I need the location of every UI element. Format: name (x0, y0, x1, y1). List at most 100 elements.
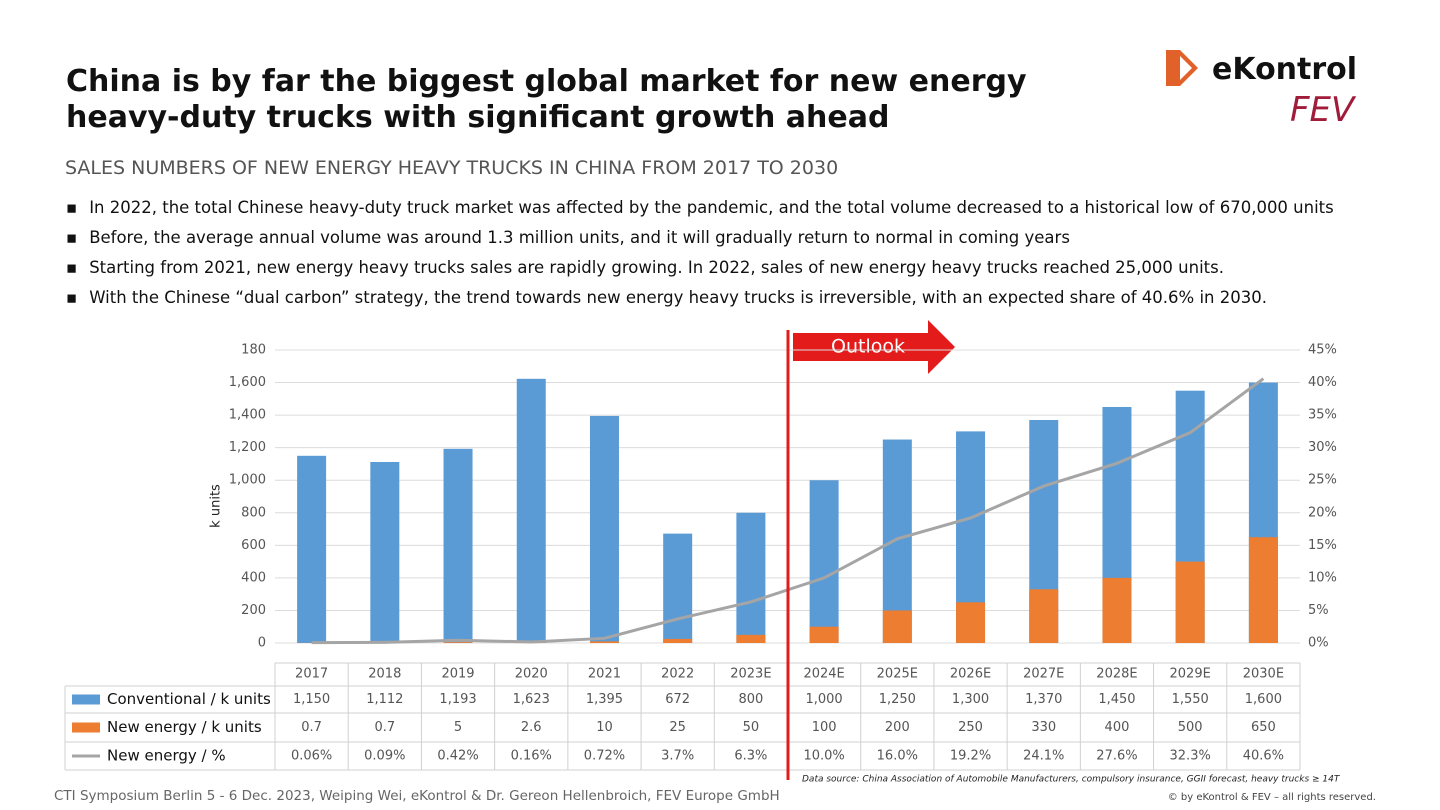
bar (956, 602, 986, 643)
table-value: 10 (596, 720, 613, 735)
table-value: 19.2% (950, 749, 991, 764)
x-tick-label: 2019 (441, 667, 474, 682)
table-value: 3.7% (661, 749, 694, 764)
bar (443, 448, 473, 643)
bullet-list: In 2022, the total Chinese heavy-duty tr… (66, 195, 1334, 315)
table-value: 200 (885, 720, 910, 735)
logo-text: eKontrol (1212, 52, 1358, 87)
y-tick-label: 1,000 (229, 473, 266, 488)
annotation: Outlook (831, 336, 905, 358)
y2-tick-label: 20% (1308, 505, 1337, 520)
table-value: 1,623 (513, 692, 550, 707)
bar (1102, 577, 1132, 643)
legend-label: Conventional / k units (107, 690, 271, 708)
bar (663, 533, 693, 643)
bar (882, 610, 912, 643)
y2-tick-label: 40% (1308, 375, 1337, 390)
legend-swatch (72, 722, 100, 733)
table-value: 250 (958, 720, 983, 735)
table-value: 40.6% (1243, 749, 1284, 764)
x-tick-label: 2021 (588, 667, 621, 682)
table-value: 6.3% (734, 749, 767, 764)
bullet: Before, the average annual volume was ar… (66, 225, 1334, 255)
outlook-arrow (793, 320, 955, 374)
table-value: 50 (743, 720, 760, 735)
bar (736, 634, 766, 643)
y2-tick-label: 30% (1308, 440, 1337, 455)
y-tick-label: 200 (241, 603, 266, 618)
table-value: 1,600 (1245, 692, 1282, 707)
title: China is by far the biggest global marke… (66, 64, 1027, 135)
bullet: Starting from 2021, new energy heavy tru… (66, 255, 1334, 285)
table-value: 32.3% (1170, 749, 1211, 764)
y-axis-label: k units (209, 484, 224, 528)
bar (297, 455, 327, 643)
logo-icon (1166, 50, 1198, 86)
bar (370, 461, 400, 643)
table-value: 0.06% (291, 749, 332, 764)
legend-label: New energy / % (107, 747, 226, 765)
x-tick-label: 2028E (1096, 667, 1137, 682)
y-tick-label: 400 (241, 570, 266, 585)
x-tick-label: 2024E (803, 667, 844, 682)
table-value: 400 (1105, 720, 1130, 735)
table-value: 330 (1031, 720, 1056, 735)
y2-tick-label: 0% (1308, 636, 1329, 651)
legend-label: New energy / k units (107, 718, 262, 736)
table-value: 500 (1178, 720, 1203, 735)
bar (809, 480, 839, 643)
table-value: 0.7 (301, 720, 322, 735)
bar (589, 641, 619, 643)
x-tick-label: 2030E (1243, 667, 1284, 682)
bar (516, 378, 546, 643)
y-tick-label: 0 (258, 636, 266, 651)
bar (589, 415, 619, 643)
legend-swatch (72, 694, 100, 705)
bar (1175, 561, 1205, 643)
y-tick-label: 1,400 (229, 408, 266, 423)
table-value: 800 (738, 692, 763, 707)
bullet: With the Chinese “dual carbon” strategy,… (66, 285, 1334, 315)
footer: © by eKontrol & FEV – all rights reserve… (1167, 792, 1376, 803)
table-value: 1,150 (293, 692, 330, 707)
y2-tick-label: 45% (1308, 343, 1337, 358)
table-value: 0.16% (511, 749, 552, 764)
y-tick-label: 180 (241, 343, 266, 358)
bar (882, 439, 912, 643)
source-note: Data source: China Association of Automo… (802, 775, 1341, 785)
y2-tick-label: 5% (1308, 603, 1329, 618)
table-value: 25 (669, 720, 686, 735)
table-value: 0.09% (364, 749, 405, 764)
table-value: 24.1% (1023, 749, 1064, 764)
table-value: 5 (454, 720, 462, 735)
table-value: 1,450 (1098, 692, 1135, 707)
table-value: 27.6% (1096, 749, 1137, 764)
table-value: 1,550 (1172, 692, 1209, 707)
table-value: 16.0% (877, 749, 918, 764)
x-tick-label: 2027E (1023, 667, 1064, 682)
y2-tick-label: 10% (1308, 570, 1337, 585)
y2-tick-label: 15% (1308, 538, 1337, 553)
logo-text: FEV (1290, 90, 1355, 130)
y2-tick-label: 35% (1308, 408, 1337, 423)
table-value: 100 (812, 720, 837, 735)
table-value: 1,112 (366, 692, 403, 707)
footer: CTI Symposium Berlin 5 - 6 Dec. 2023, We… (54, 788, 780, 804)
bar (663, 638, 693, 643)
bar (736, 512, 766, 643)
x-tick-label: 2020 (515, 667, 548, 682)
x-tick-label: 2018 (368, 667, 401, 682)
bar (809, 626, 839, 643)
table-value: 1,395 (586, 692, 623, 707)
bar (443, 642, 473, 643)
bullet: In 2022, the total Chinese heavy-duty tr… (66, 195, 1334, 225)
x-tick-label: 2025E (877, 667, 918, 682)
table-value: 1,370 (1025, 692, 1062, 707)
y-tick-label: 1,200 (229, 440, 266, 455)
x-tick-label: 2023E (730, 667, 771, 682)
table-value: 1,250 (879, 692, 916, 707)
table-value: 1,300 (952, 692, 989, 707)
x-tick-label: 2022 (661, 667, 694, 682)
